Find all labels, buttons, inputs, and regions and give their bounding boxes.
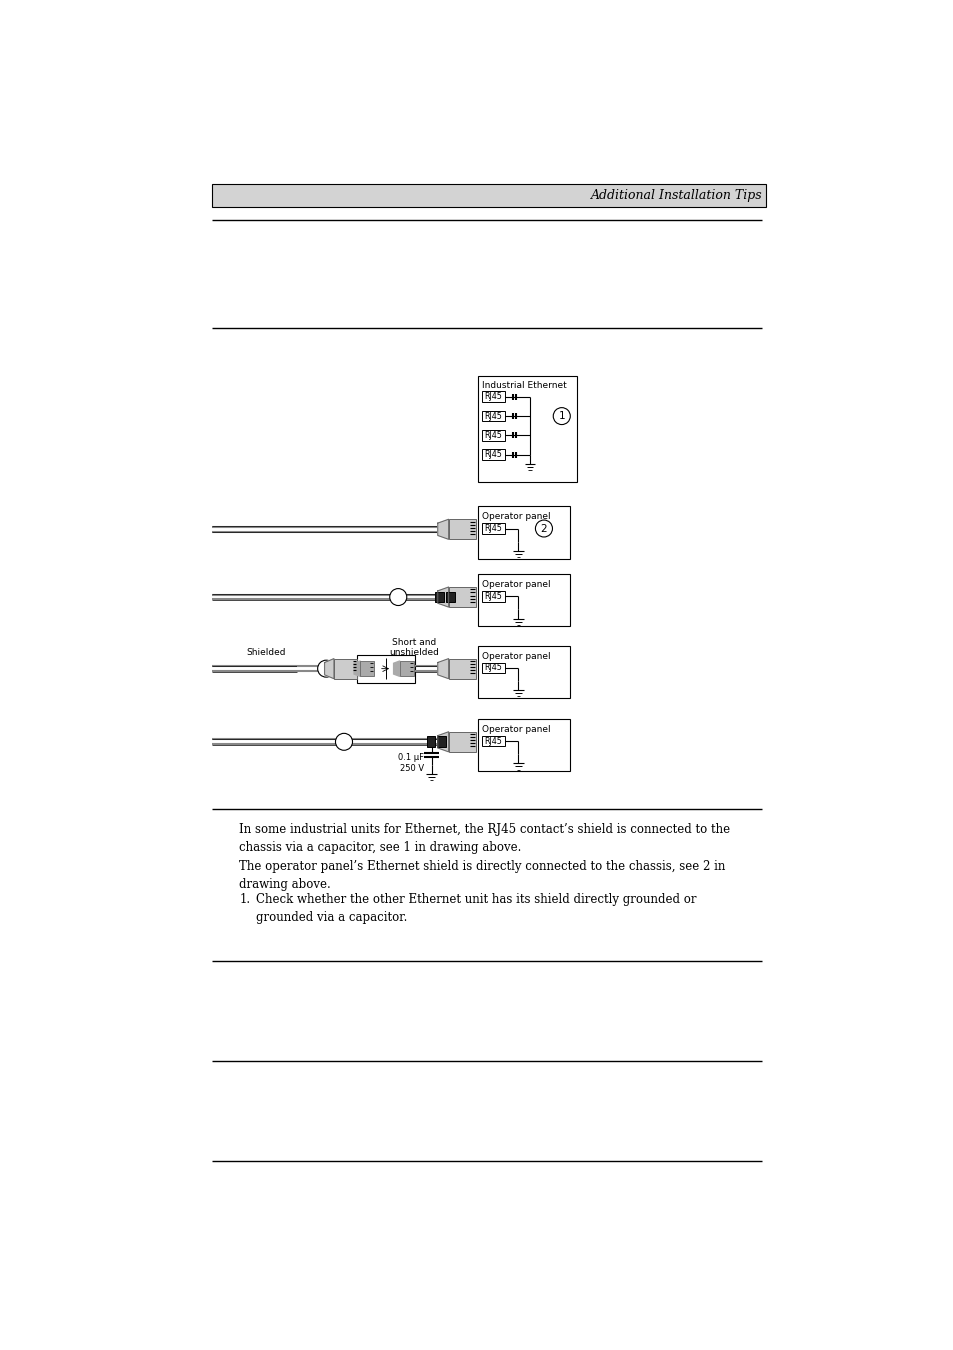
Bar	[427, 736, 435, 747]
Text: RJ45: RJ45	[484, 591, 501, 601]
Bar	[448, 520, 476, 539]
Bar	[481, 429, 505, 440]
Text: Operator panel: Operator panel	[481, 725, 550, 734]
Text: 2: 2	[540, 524, 547, 533]
Bar	[399, 662, 414, 676]
Polygon shape	[354, 662, 360, 676]
Bar	[481, 524, 505, 533]
Bar	[477, 506, 569, 559]
Polygon shape	[437, 587, 448, 608]
Bar	[481, 591, 505, 602]
Text: 1: 1	[558, 412, 564, 421]
Text: RJ45: RJ45	[484, 524, 501, 533]
Bar	[448, 732, 476, 752]
Bar	[212, 184, 765, 207]
Bar	[445, 591, 455, 602]
Bar	[477, 645, 569, 698]
Text: Additional Installation Tips: Additional Installation Tips	[590, 189, 761, 202]
Circle shape	[535, 520, 552, 537]
Text: RJ45: RJ45	[484, 393, 501, 401]
Circle shape	[390, 589, 406, 606]
Polygon shape	[437, 659, 448, 679]
Text: Industrial Ethernet: Industrial Ethernet	[481, 382, 566, 390]
Bar	[481, 450, 505, 460]
Bar	[360, 662, 374, 676]
Polygon shape	[394, 662, 399, 676]
Bar	[477, 377, 577, 482]
Bar	[481, 736, 505, 747]
Text: The operator panel’s Ethernet shield is directly connected to the chassis, see 2: The operator panel’s Ethernet shield is …	[239, 860, 725, 891]
Circle shape	[335, 733, 353, 751]
Bar	[356, 655, 415, 683]
Bar	[481, 663, 505, 674]
Bar	[448, 659, 476, 679]
Text: Short and
unshielded: Short and unshielded	[389, 637, 438, 657]
Polygon shape	[437, 732, 448, 752]
Bar	[477, 574, 569, 626]
Polygon shape	[437, 520, 448, 539]
Bar	[477, 718, 569, 771]
Text: Operator panel: Operator panel	[481, 513, 550, 521]
Text: Operator panel: Operator panel	[481, 580, 550, 589]
Circle shape	[317, 660, 335, 678]
Bar	[481, 392, 505, 402]
Text: RJ45: RJ45	[484, 663, 501, 672]
Text: 0.1 μF
250 V: 0.1 μF 250 V	[397, 753, 423, 772]
Text: RJ45: RJ45	[484, 737, 501, 745]
Text: RJ45: RJ45	[484, 450, 501, 459]
Circle shape	[553, 408, 570, 424]
Bar	[436, 736, 445, 747]
Text: RJ45: RJ45	[484, 412, 501, 421]
Text: Check whether the other Ethernet unit has its shield directly grounded or
ground: Check whether the other Ethernet unit ha…	[256, 894, 697, 925]
Text: 1.: 1.	[239, 894, 251, 906]
Polygon shape	[324, 659, 334, 679]
Bar	[334, 659, 356, 679]
Text: Operator panel: Operator panel	[481, 652, 550, 660]
Bar	[435, 591, 443, 602]
Bar	[448, 587, 476, 608]
Text: In some industrial units for Ethernet, the RJ45 contact’s shield is connected to: In some industrial units for Ethernet, t…	[239, 822, 730, 853]
Text: RJ45: RJ45	[484, 431, 501, 440]
Bar	[481, 410, 505, 421]
Text: Shielded: Shielded	[247, 648, 286, 657]
